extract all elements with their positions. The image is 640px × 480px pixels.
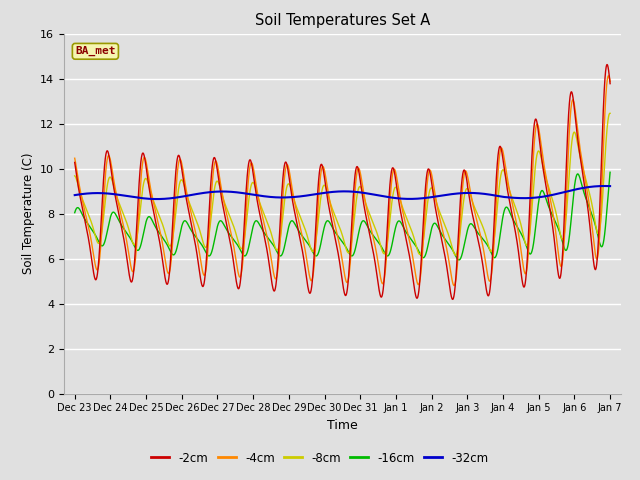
-2cm xyxy=(538,156,545,161)
-32cm xyxy=(538,194,545,200)
-8cm xyxy=(452,252,460,258)
-4cm xyxy=(90,252,97,257)
-2cm xyxy=(90,269,97,275)
-16cm xyxy=(236,245,243,251)
-16cm xyxy=(606,169,614,175)
-4cm xyxy=(311,254,319,260)
-2cm xyxy=(473,231,481,237)
-4cm xyxy=(71,156,79,161)
Line: -16cm: -16cm xyxy=(75,172,610,260)
-8cm xyxy=(311,243,319,249)
-32cm xyxy=(601,183,609,189)
-16cm xyxy=(71,210,79,216)
-16cm xyxy=(210,242,218,248)
-32cm xyxy=(90,190,97,196)
Line: -8cm: -8cm xyxy=(75,113,610,255)
-4cm xyxy=(210,168,218,173)
-16cm xyxy=(311,252,319,258)
-2cm xyxy=(606,81,614,86)
-16cm xyxy=(455,257,463,263)
-16cm xyxy=(90,229,97,235)
Y-axis label: Soil Temperature (C): Soil Temperature (C) xyxy=(22,153,35,275)
-4cm xyxy=(606,79,614,84)
-4cm xyxy=(538,146,545,152)
-2cm xyxy=(604,61,611,67)
-2cm xyxy=(210,156,218,162)
-32cm xyxy=(473,190,481,196)
-16cm xyxy=(473,228,481,234)
-2cm xyxy=(71,159,79,165)
-8cm xyxy=(538,156,545,162)
Title: Soil Temperatures Set A: Soil Temperatures Set A xyxy=(255,13,430,28)
Text: BA_met: BA_met xyxy=(75,46,116,57)
-32cm xyxy=(210,189,218,195)
-8cm xyxy=(90,226,97,232)
-4cm xyxy=(450,283,458,288)
-4cm xyxy=(605,73,612,79)
-8cm xyxy=(606,110,614,116)
-4cm xyxy=(236,273,243,279)
-16cm xyxy=(538,188,545,193)
X-axis label: Time: Time xyxy=(327,419,358,432)
-8cm xyxy=(473,210,481,216)
-2cm xyxy=(236,285,243,291)
Line: -2cm: -2cm xyxy=(75,64,610,300)
-32cm xyxy=(236,190,243,195)
Line: -4cm: -4cm xyxy=(75,76,610,286)
-8cm xyxy=(606,110,614,116)
-4cm xyxy=(473,218,481,224)
-32cm xyxy=(71,192,79,198)
-32cm xyxy=(311,192,319,197)
-2cm xyxy=(311,240,319,245)
Line: -32cm: -32cm xyxy=(75,186,610,199)
-8cm xyxy=(236,242,243,248)
-8cm xyxy=(210,193,218,199)
-32cm xyxy=(153,196,161,202)
Legend: -2cm, -4cm, -8cm, -16cm, -32cm: -2cm, -4cm, -8cm, -16cm, -32cm xyxy=(147,447,493,469)
-32cm xyxy=(606,183,614,189)
-2cm xyxy=(449,297,456,302)
-8cm xyxy=(71,173,79,179)
